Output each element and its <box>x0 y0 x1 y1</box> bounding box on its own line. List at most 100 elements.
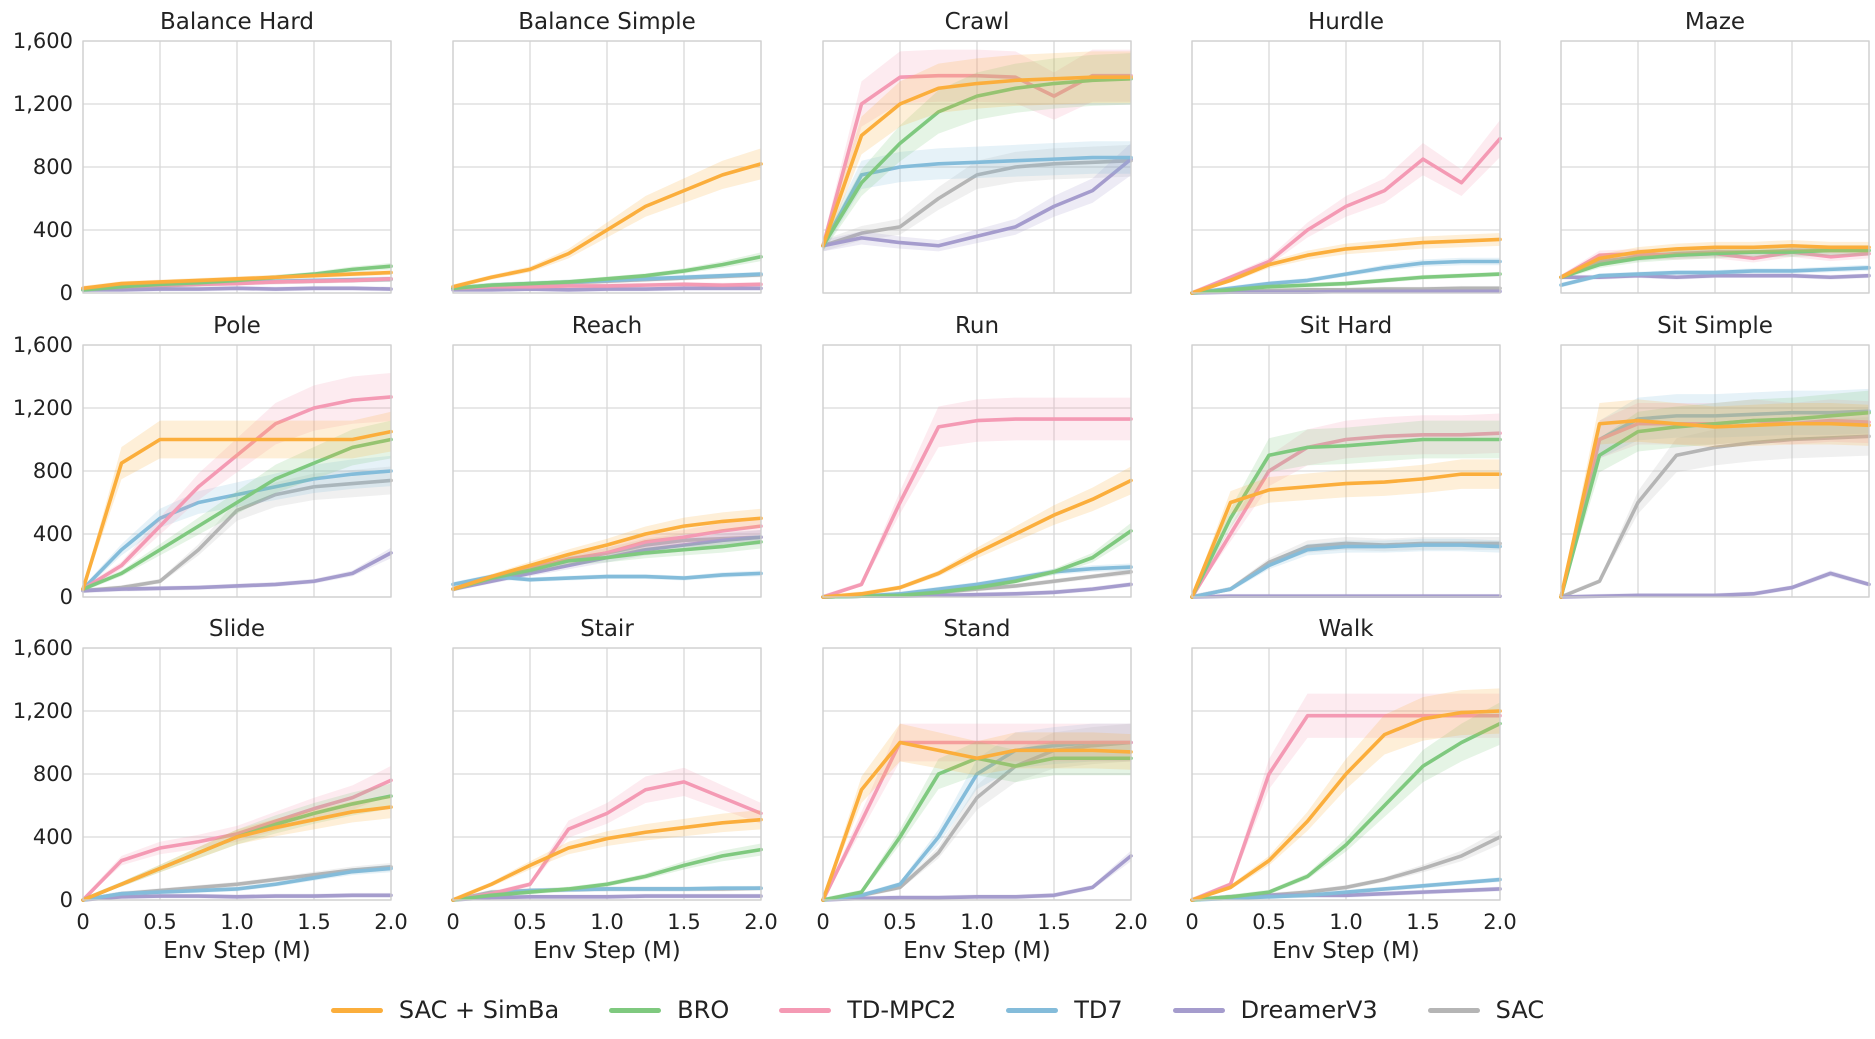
x-axis-label: Env Step (M) <box>533 938 681 964</box>
legend-label: TD7 <box>1074 996 1123 1024</box>
x-tick-label: 1.0 <box>590 910 623 934</box>
y-tick-label: 1,600 <box>13 29 73 53</box>
band-sac-simba <box>83 411 391 592</box>
series-line-sac <box>821 158 1133 248</box>
x-tick-label: 1.0 <box>960 910 993 934</box>
series-line-sac-simba <box>1190 472 1502 599</box>
subplot-pole: Pole 0 400 800 1,200 1,600 <box>13 313 393 609</box>
subplot-title: Hurdle <box>1308 9 1384 35</box>
band-sac-simba <box>1561 399 1869 597</box>
plot-frame <box>822 40 1132 294</box>
subplot-title: Stand <box>944 616 1011 642</box>
subplot-reach: Reach <box>451 313 763 598</box>
x-tick-label: 2.0 <box>744 910 777 934</box>
plot-frame <box>1191 40 1501 294</box>
subplot-slide: Slide 0 400 800 1,200 1,600 0 0.5 1.0 1.5 2.0 Env S… <box>13 616 408 964</box>
band-sac-simba <box>823 51 1131 252</box>
plot-frame <box>82 40 392 294</box>
y-tick-label: 1,200 <box>13 699 73 723</box>
x-tick-label: 1.0 <box>220 910 253 934</box>
legend-swatch <box>779 1007 832 1013</box>
series-line-sac-simba <box>451 516 763 591</box>
y-tick-label: 0 <box>60 888 73 912</box>
subplot-title: Slide <box>209 616 265 642</box>
legend-swatch <box>330 1007 383 1013</box>
y-tick-label: 1,200 <box>13 396 73 420</box>
subplot-title: Sit Hard <box>1300 313 1392 339</box>
legend-item-sac-simba: SAC + SimBa <box>330 996 559 1024</box>
series-line-dreamerv3 <box>81 286 393 292</box>
legend-swatch <box>1006 1007 1059 1013</box>
series-line-td7 <box>1559 265 1871 287</box>
series-line-bro <box>451 847 763 902</box>
legend-item-bro: BRO <box>609 996 729 1024</box>
x-axis-label: Env Step (M) <box>903 938 1051 964</box>
band-td-mpc2 <box>823 49 1131 252</box>
series-line-td-mpc2 <box>1190 431 1502 599</box>
series-line-td7 <box>451 571 763 587</box>
series-line-dreamerv3 <box>821 157 1133 248</box>
series-line-td-mpc2 <box>1190 136 1502 295</box>
band-sac-simba <box>453 148 761 290</box>
subplot-stand: Stand 0 0.5 1.0 1.5 2.0 Env Step (M) <box>816 616 1147 964</box>
subplot-title: Maze <box>1685 9 1745 35</box>
band-bro <box>1192 702 1500 900</box>
band-sac-simba <box>1561 240 1869 280</box>
subplot-crawl: Crawl <box>821 9 1133 294</box>
band-sac <box>823 723 1131 900</box>
series-line-sac-simba <box>1190 709 1502 902</box>
x-tick-label: 0 <box>1185 910 1198 934</box>
series-line-dreamerv3 <box>81 893 393 902</box>
y-tick-label: 0 <box>60 281 73 305</box>
subplot-hurdle: Hurdle <box>1190 9 1502 295</box>
legend-label: SAC <box>1495 996 1545 1024</box>
y-tick-label: 1,200 <box>13 92 73 116</box>
series-line-sac <box>1559 434 1871 599</box>
x-axis-label: Env Step (M) <box>1272 938 1420 964</box>
plot-frame <box>82 344 392 598</box>
subplot-maze: Maze <box>1559 9 1871 294</box>
series-line-bro <box>821 77 1133 248</box>
series-line-bro <box>1559 248 1871 280</box>
x-tick-label: 0.5 <box>883 910 916 934</box>
plot-frame <box>1560 40 1870 294</box>
y-tick-label: 400 <box>33 522 73 546</box>
series-line-td7 <box>1190 877 1502 902</box>
series-line-sac-simba <box>821 75 1133 248</box>
x-tick-label: 1.0 <box>1329 910 1362 934</box>
band-td-mpc2 <box>83 372 391 592</box>
x-tick-label: 0 <box>816 910 829 934</box>
subplot-title: Pole <box>213 313 261 339</box>
legend-swatch <box>1172 1007 1225 1013</box>
series-line-td7 <box>81 866 393 902</box>
subplot-run: Run <box>821 313 1133 599</box>
series-line-td-mpc2 <box>821 740 1133 902</box>
band-sac-simba <box>823 723 1131 900</box>
band-td7 <box>83 455 391 592</box>
series-line-bro <box>81 437 393 591</box>
subplot-title: Stair <box>580 616 634 642</box>
band-td-mpc2 <box>1192 413 1500 597</box>
series-line-td7 <box>81 469 393 591</box>
y-tick-label: 800 <box>33 459 73 483</box>
subplot-stair: Stair 0 0.5 1.0 1.5 2.0 Env Step (M) <box>446 616 777 964</box>
x-tick-label: 0.5 <box>143 910 176 934</box>
y-tick-label: 800 <box>33 155 73 179</box>
band-bro <box>823 53 1131 252</box>
x-tick-label: 1.5 <box>1037 910 1070 934</box>
x-tick-label: 1.5 <box>297 910 330 934</box>
series-line-sac-simba <box>1559 418 1871 599</box>
subplot-sit-simple: Sit Simple <box>1559 313 1871 599</box>
series-line-dreamerv3 <box>1559 571 1871 599</box>
plot-frame <box>822 647 1132 901</box>
subplot-title: Reach <box>572 313 642 339</box>
series-line-sac-simba <box>81 805 393 902</box>
series-line-td7 <box>821 155 1133 248</box>
legend-item-dreamerv3: DreamerV3 <box>1172 996 1378 1024</box>
x-tick-label: 1.5 <box>1406 910 1439 934</box>
band-sac-simba <box>453 508 761 592</box>
series-line-dreamerv3 <box>451 286 763 292</box>
band-sac-simba <box>1192 233 1500 293</box>
subplot-balance-hard: Balance Hard 0 400 800 1,200 1,600 <box>13 9 393 305</box>
series-line-td-mpc2 <box>821 417 1133 599</box>
